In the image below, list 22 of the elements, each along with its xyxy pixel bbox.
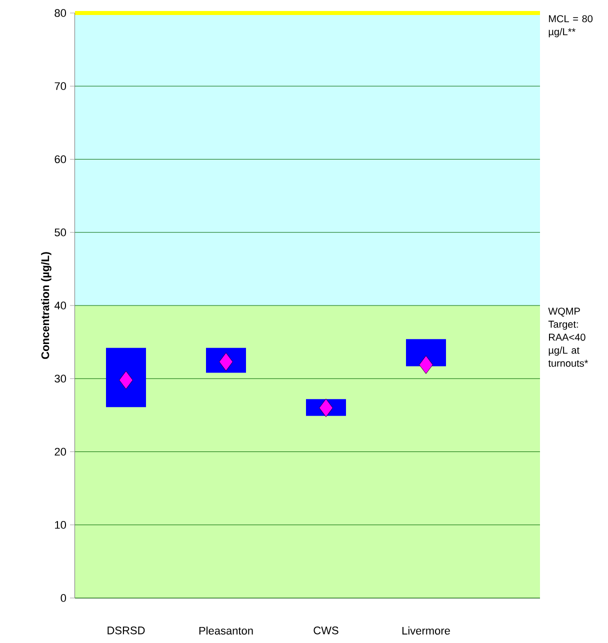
y-axis-title: Concentration (µg/L) — [40, 252, 52, 359]
point — [118, 370, 133, 390]
x-tick-label: Livermore — [402, 626, 450, 635]
y-tick-label: 30 — [54, 374, 66, 383]
x-tick-label: DSRSD — [108, 626, 145, 634]
y-tick-label: 70 — [54, 82, 66, 90]
point — [418, 356, 433, 374]
point — [218, 352, 233, 372]
y-tick-label: 20 — [54, 448, 66, 456]
y-tick-label: 50 — [54, 228, 66, 236]
bar — [106, 348, 146, 408]
y-tick-label: 0 — [60, 594, 66, 602]
y-tick-label: 10 — [54, 520, 66, 529]
y-tick-label: 80 — [54, 9, 66, 17]
y-tick-label: 40 — [54, 302, 66, 310]
y-tick-label: 60 — [54, 155, 66, 164]
band-label: WQMP Target: RAA<40 µg/L at turnouts* — [548, 308, 588, 367]
bar — [406, 339, 446, 366]
ref-line-label: MCL = 80 µg/L** — [548, 15, 592, 38]
x-tick-label: CWS — [314, 626, 338, 634]
point — [318, 398, 333, 418]
x-tick-label: Pleasanton — [199, 626, 253, 635]
